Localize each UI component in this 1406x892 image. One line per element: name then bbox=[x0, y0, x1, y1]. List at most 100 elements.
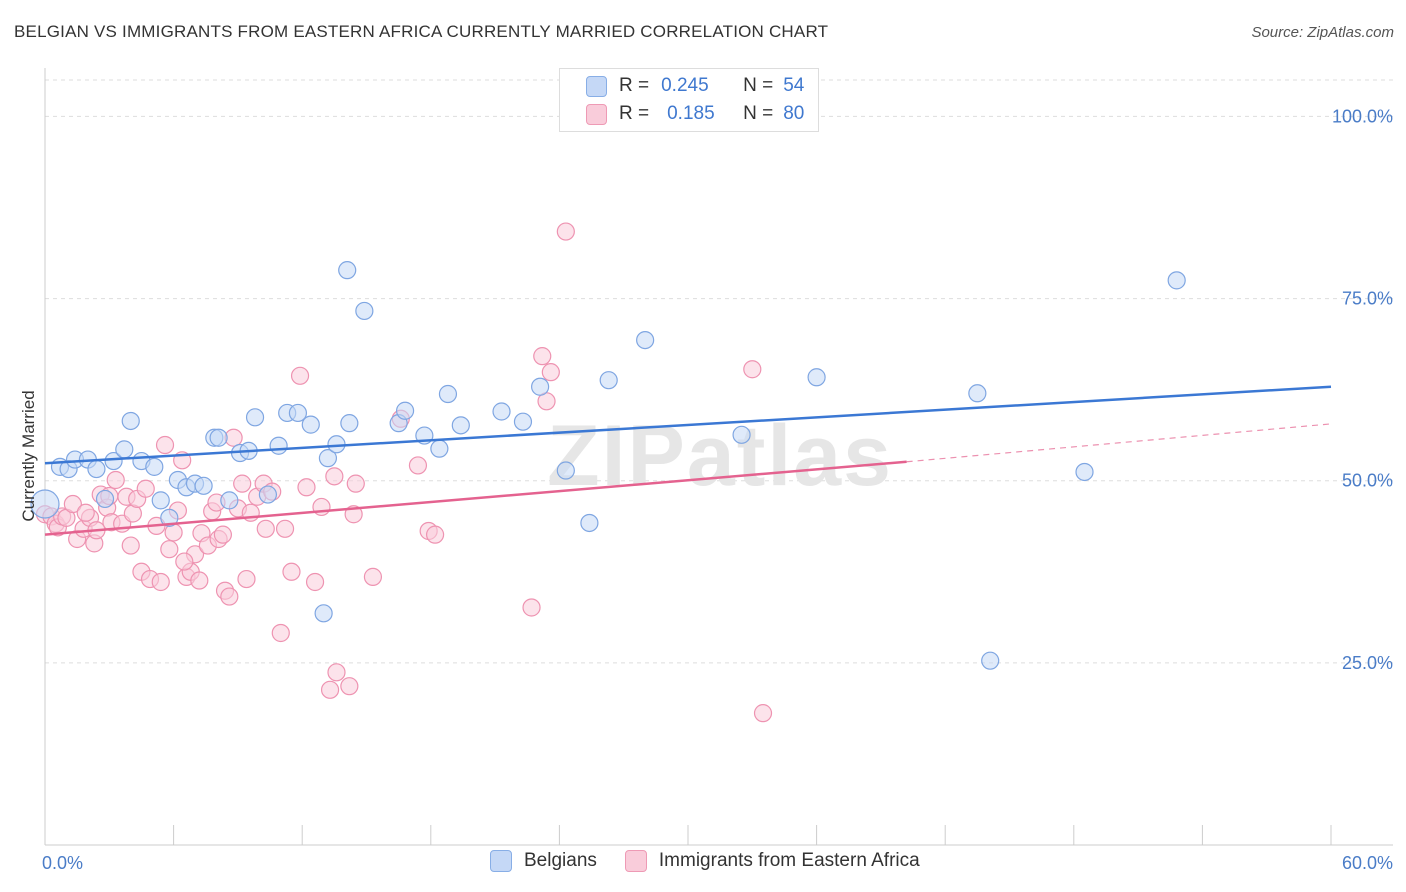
eastern-africa-trend-line bbox=[44, 460, 907, 536]
belgians-point bbox=[1167, 271, 1186, 290]
eastern-africa-point bbox=[271, 623, 290, 643]
belgians-point bbox=[599, 371, 618, 390]
eastern-africa-point bbox=[320, 680, 340, 699]
eastern-africa-point bbox=[136, 479, 155, 498]
belgians-swatch bbox=[586, 75, 607, 97]
belgians-point bbox=[1075, 462, 1094, 482]
n-label: N = bbox=[743, 75, 774, 96]
eastern-africa-trend-extension bbox=[906, 423, 1332, 463]
eastern-africa-point bbox=[121, 536, 140, 555]
n-value: 80 bbox=[783, 103, 805, 124]
belgians-point bbox=[151, 491, 170, 510]
x-tick-label: 0.0% bbox=[42, 853, 83, 873]
belgians-point bbox=[636, 331, 655, 350]
source-credit: Source: ZipAtlas.com bbox=[1251, 24, 1394, 41]
eastern-africa-point bbox=[282, 562, 301, 581]
axes bbox=[44, 68, 1393, 846]
eastern-africa-point bbox=[237, 569, 256, 589]
eastern-africa-point bbox=[213, 525, 232, 544]
r-value: 0.245 bbox=[661, 75, 709, 96]
belgians-point bbox=[981, 651, 1000, 670]
stats-row-belgians: R = 0.245 N = 54 bbox=[586, 72, 804, 100]
belgians-point bbox=[288, 403, 308, 423]
belgians-point bbox=[115, 440, 134, 459]
belgians-point bbox=[438, 384, 458, 404]
belgians-trend-line bbox=[44, 385, 1332, 465]
belgians-point bbox=[807, 368, 826, 387]
legend-label: Belgians bbox=[524, 850, 597, 871]
eastern-africa-point bbox=[305, 572, 325, 592]
belgians-point bbox=[732, 425, 751, 444]
r-value: 0.185 bbox=[667, 103, 715, 124]
belgians-point bbox=[556, 461, 575, 480]
belgians-point bbox=[194, 476, 213, 495]
series-belgians-points bbox=[30, 261, 1186, 670]
belgians-point bbox=[318, 449, 338, 468]
tick-labels: 25.0% 50.0% 75.0% 100.0% 0.0% 60.0% bbox=[42, 106, 1393, 873]
x-tick-label: 60.0% bbox=[1342, 853, 1393, 873]
belgians-point bbox=[258, 485, 278, 504]
stats-row-eastern-africa: R = 0.185 N = 80 bbox=[586, 100, 804, 128]
y-tick-label: 75.0% bbox=[1342, 289, 1393, 309]
eastern-africa-point bbox=[233, 474, 252, 493]
belgians-point bbox=[355, 301, 374, 321]
belgians-point bbox=[531, 377, 550, 396]
eastern-africa-swatch bbox=[586, 103, 607, 125]
eastern-africa-point bbox=[297, 478, 316, 497]
belgians-point bbox=[430, 439, 449, 458]
belgians-point bbox=[513, 412, 533, 431]
eastern-africa-point bbox=[151, 572, 170, 592]
eastern-africa-point bbox=[175, 552, 194, 571]
n-label: N = bbox=[743, 103, 774, 124]
y-axis-title: Currently Married bbox=[19, 390, 38, 521]
eastern-africa-point bbox=[743, 360, 762, 379]
eastern-africa-point bbox=[753, 704, 773, 723]
series-eastern-africa-points bbox=[35, 222, 773, 723]
eastern-africa-point bbox=[155, 435, 175, 455]
belgians-point bbox=[451, 416, 470, 435]
trend-lines bbox=[44, 385, 1332, 536]
y-tick-label: 100.0% bbox=[1332, 106, 1393, 126]
r-label: R = bbox=[619, 103, 650, 124]
eastern-africa-point bbox=[533, 347, 552, 366]
belgians-point bbox=[87, 459, 106, 479]
stats-legend: R = 0.245 N = 54 R = 0.185 N = 80 bbox=[559, 68, 819, 132]
eastern-africa-point bbox=[220, 587, 239, 606]
eastern-africa-point bbox=[522, 598, 541, 617]
belgians-point bbox=[395, 401, 415, 420]
eastern-africa-point bbox=[346, 474, 365, 493]
eastern-africa-point bbox=[76, 503, 95, 522]
legend-item-belgians: Belgians bbox=[490, 850, 597, 872]
eastern-africa-point bbox=[63, 494, 82, 514]
n-value: 54 bbox=[783, 75, 805, 96]
belgians-legend-swatch bbox=[490, 850, 512, 872]
eastern-africa-point bbox=[275, 519, 295, 538]
eastern-africa-point bbox=[325, 467, 344, 486]
belgians-point bbox=[95, 489, 115, 509]
eastern-africa-point bbox=[106, 470, 125, 490]
series-legend: Belgians Immigrants from Eastern Africa bbox=[490, 850, 948, 872]
eastern-africa-point bbox=[190, 571, 209, 590]
eastern-africa-point bbox=[541, 363, 560, 382]
eastern-africa-legend-swatch bbox=[624, 850, 647, 872]
y-tick-label: 50.0% bbox=[1342, 471, 1393, 491]
belgians-point bbox=[314, 604, 333, 623]
belgians-point bbox=[340, 414, 359, 433]
belgians-point bbox=[492, 402, 511, 421]
belgians-point bbox=[121, 411, 140, 431]
belgians-point bbox=[338, 261, 357, 280]
belgians-point bbox=[301, 415, 320, 434]
belgians-point bbox=[30, 489, 60, 519]
eastern-africa-point bbox=[290, 366, 310, 385]
legend-item-eastern-africa: Immigrants from Eastern Africa bbox=[624, 850, 920, 872]
belgians-point bbox=[580, 513, 599, 533]
eastern-africa-point bbox=[256, 519, 275, 538]
r-label: R = bbox=[619, 75, 650, 96]
eastern-africa-point bbox=[556, 222, 575, 241]
belgians-point bbox=[209, 428, 228, 447]
belgians-point bbox=[145, 457, 164, 476]
chart-title: BELGIAN VS IMMIGRANTS FROM EASTERN AFRIC… bbox=[14, 22, 829, 41]
eastern-africa-point bbox=[363, 567, 383, 586]
belgians-point bbox=[245, 408, 265, 427]
